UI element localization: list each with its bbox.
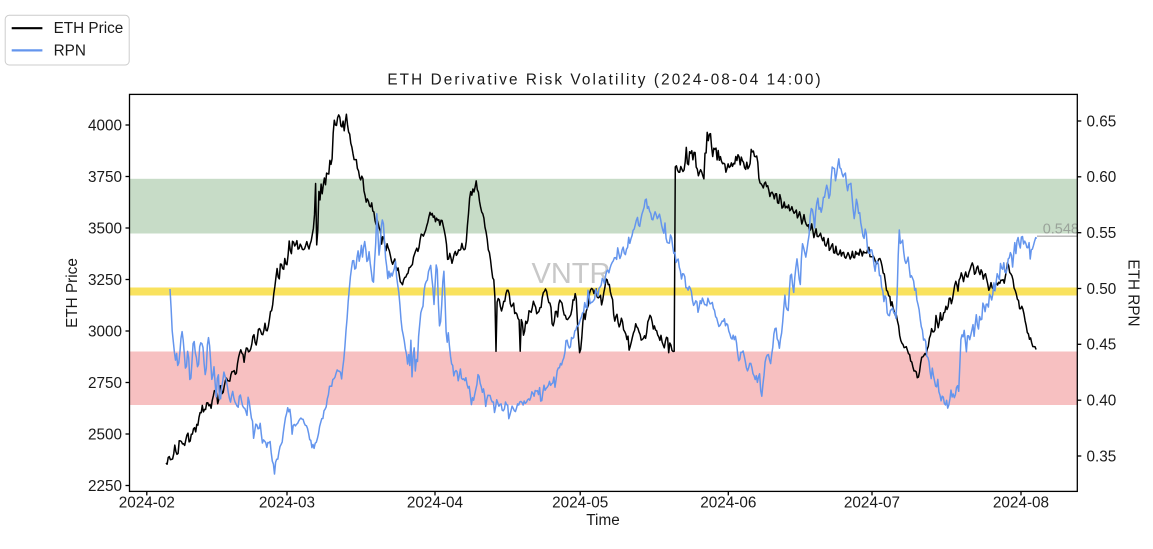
svg-text:0.35: 0.35 — [1087, 448, 1117, 465]
svg-text:2024-04: 2024-04 — [407, 495, 464, 512]
svg-text:ETH Derivative Risk Volatility: ETH Derivative Risk Volatility (2024-08-… — [387, 72, 822, 89]
svg-text:0.50: 0.50 — [1087, 281, 1117, 298]
svg-text:3250: 3250 — [88, 272, 122, 289]
svg-text:VNTR: VNTR — [532, 258, 611, 290]
svg-text:ETH RPN: ETH RPN — [1125, 259, 1142, 326]
svg-text:2024-02: 2024-02 — [119, 495, 175, 512]
svg-text:2024-06: 2024-06 — [700, 495, 756, 512]
svg-text:3750: 3750 — [88, 169, 122, 186]
svg-text:0.65: 0.65 — [1087, 113, 1117, 130]
svg-text:2500: 2500 — [88, 426, 122, 443]
svg-text:Time: Time — [586, 512, 619, 529]
svg-text:2750: 2750 — [88, 375, 122, 392]
svg-text:2024-08: 2024-08 — [993, 495, 1049, 512]
svg-text:2250: 2250 — [88, 478, 122, 495]
svg-text:3000: 3000 — [88, 323, 122, 340]
svg-text:2024-07: 2024-07 — [844, 495, 900, 512]
svg-text:0.45: 0.45 — [1087, 337, 1117, 354]
svg-text:0.40: 0.40 — [1087, 393, 1117, 410]
svg-text:3500: 3500 — [88, 220, 122, 237]
svg-text:2024-03: 2024-03 — [259, 495, 315, 512]
svg-text:0.548: 0.548 — [1043, 222, 1079, 238]
svg-text:2024-05: 2024-05 — [552, 495, 608, 512]
svg-text:0.60: 0.60 — [1087, 169, 1117, 186]
svg-text:RPN: RPN — [54, 43, 86, 60]
svg-text:0.55: 0.55 — [1087, 225, 1117, 242]
svg-text:ETH Price: ETH Price — [64, 258, 81, 328]
svg-text:4000: 4000 — [88, 117, 122, 134]
svg-text:ETH Price: ETH Price — [54, 20, 124, 37]
